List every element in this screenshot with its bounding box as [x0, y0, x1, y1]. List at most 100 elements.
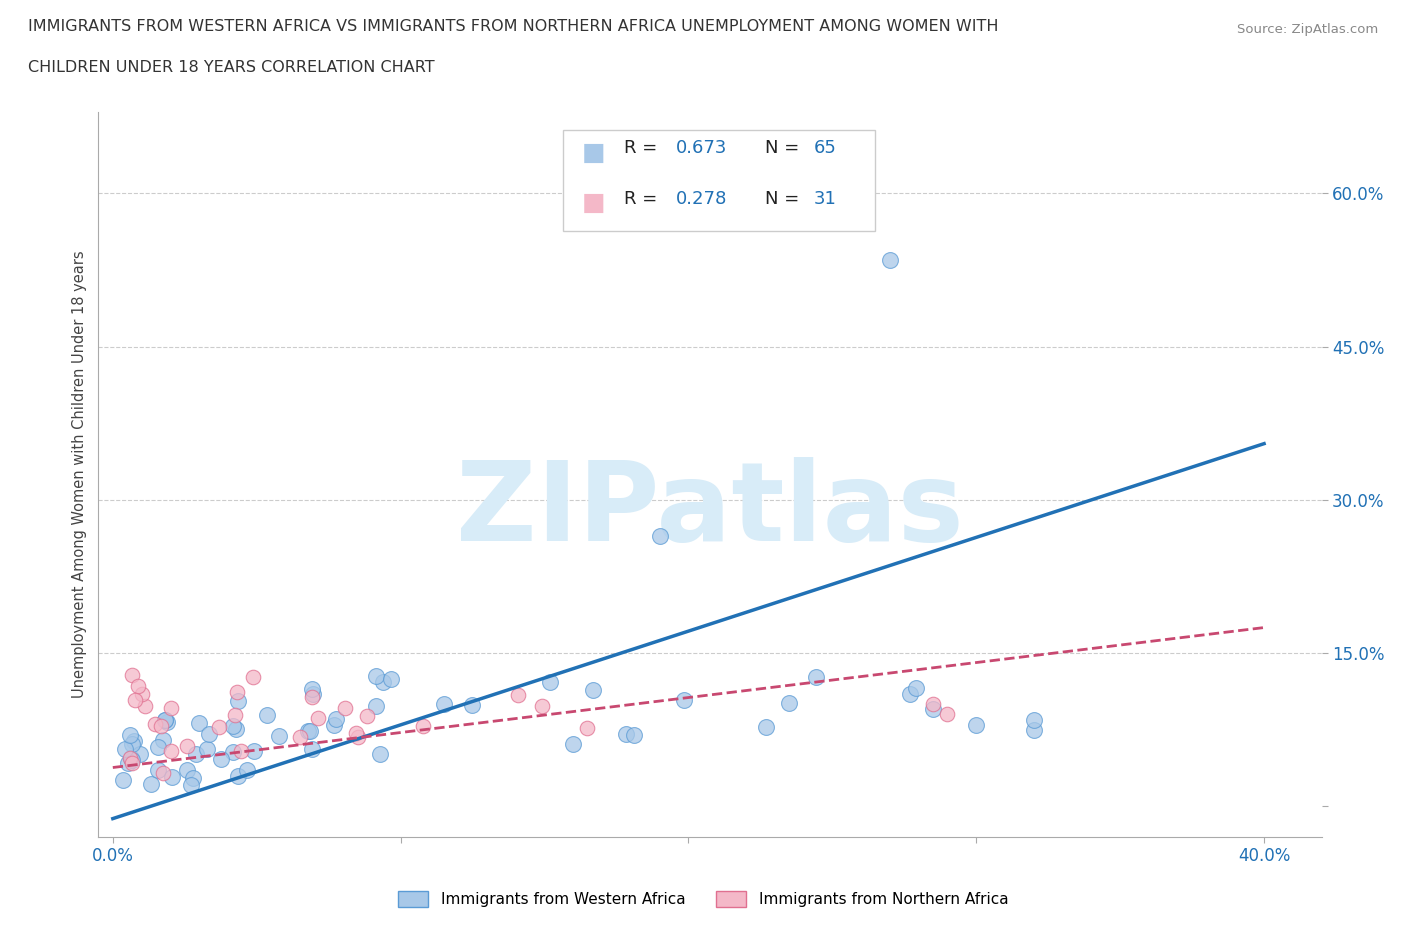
Point: [143, 716, 166, 731]
Point: [1022, 723, 1045, 737]
Point: [209, 751, 232, 766]
Point: [755, 720, 778, 735]
Point: [301, 682, 323, 697]
Point: [366, 698, 388, 713]
Point: [922, 697, 945, 711]
Point: [1022, 712, 1045, 727]
Point: [936, 707, 959, 722]
Point: [156, 715, 179, 730]
Point: [121, 755, 143, 770]
Point: [180, 777, 202, 792]
Point: [160, 700, 183, 715]
Point: [346, 730, 368, 745]
Point: [236, 763, 259, 777]
Point: [806, 670, 828, 684]
Point: [575, 721, 598, 736]
Text: R =: R =: [624, 140, 658, 157]
Point: [176, 739, 198, 754]
Point: [124, 692, 146, 707]
Point: [112, 773, 135, 788]
Point: [614, 726, 637, 741]
Text: ■: ■: [582, 192, 605, 216]
Point: [121, 752, 143, 767]
Point: [195, 741, 218, 756]
Point: [322, 717, 344, 732]
Point: [128, 747, 150, 762]
Point: [335, 700, 357, 715]
Point: [965, 717, 987, 732]
Point: [188, 716, 211, 731]
Text: ■: ■: [582, 140, 605, 165]
Point: [146, 739, 169, 754]
Point: [152, 765, 174, 780]
Point: [582, 683, 605, 698]
Point: [224, 708, 246, 723]
Point: [898, 686, 921, 701]
Point: [221, 719, 243, 734]
Point: [508, 687, 530, 702]
Text: N =: N =: [765, 140, 800, 157]
Point: [120, 751, 142, 765]
Point: [242, 670, 264, 684]
Point: [623, 727, 645, 742]
Text: IMMIGRANTS FROM WESTERN AFRICA VS IMMIGRANTS FROM NORTHERN AFRICA UNEMPLOYMENT A: IMMIGRANTS FROM WESTERN AFRICA VS IMMIGR…: [28, 19, 998, 33]
Point: [121, 667, 143, 682]
Point: [131, 687, 153, 702]
Point: [297, 724, 319, 738]
Point: [118, 751, 141, 765]
Text: N =: N =: [765, 190, 800, 208]
Point: [225, 722, 247, 737]
Text: 0.278: 0.278: [676, 190, 727, 208]
Point: [299, 724, 322, 738]
Point: [152, 733, 174, 748]
Point: [184, 746, 207, 761]
Point: [243, 743, 266, 758]
Point: [160, 769, 183, 784]
Point: [208, 719, 231, 734]
Point: [561, 737, 583, 751]
Point: [531, 698, 554, 713]
Point: [153, 712, 176, 727]
Point: [229, 744, 252, 759]
Point: [269, 728, 291, 743]
Text: CHILDREN UNDER 18 YEARS CORRELATION CHART: CHILDREN UNDER 18 YEARS CORRELATION CHAR…: [28, 60, 434, 75]
Point: [121, 737, 143, 751]
Text: 65: 65: [814, 140, 837, 157]
Point: [380, 671, 402, 686]
Point: [344, 725, 367, 740]
Point: [160, 744, 183, 759]
Point: [538, 674, 561, 689]
FancyBboxPatch shape: [564, 130, 875, 232]
Text: 31: 31: [814, 190, 837, 208]
Point: [307, 711, 329, 725]
Text: Source: ZipAtlas.com: Source: ZipAtlas.com: [1237, 23, 1378, 36]
Point: [153, 712, 176, 727]
Point: [226, 684, 249, 699]
Point: [922, 702, 945, 717]
Point: [122, 734, 145, 749]
Point: [150, 719, 173, 734]
Point: [127, 679, 149, 694]
Point: [288, 730, 311, 745]
Point: [256, 708, 278, 723]
Point: [905, 681, 928, 696]
Point: [134, 699, 156, 714]
Point: [117, 756, 139, 771]
Point: [222, 744, 245, 759]
Point: [114, 741, 136, 756]
Point: [779, 696, 801, 711]
Point: [673, 693, 696, 708]
Point: [226, 768, 249, 783]
Point: [301, 741, 323, 756]
Point: [356, 709, 378, 724]
Text: ZIPatlas: ZIPatlas: [456, 457, 965, 565]
Point: [120, 728, 142, 743]
Point: [325, 711, 347, 726]
Point: [371, 674, 394, 689]
Point: [364, 669, 387, 684]
Point: [461, 698, 484, 712]
Point: [183, 771, 205, 786]
Point: [648, 528, 671, 543]
Text: 0.673: 0.673: [676, 140, 727, 157]
Point: [433, 697, 456, 711]
